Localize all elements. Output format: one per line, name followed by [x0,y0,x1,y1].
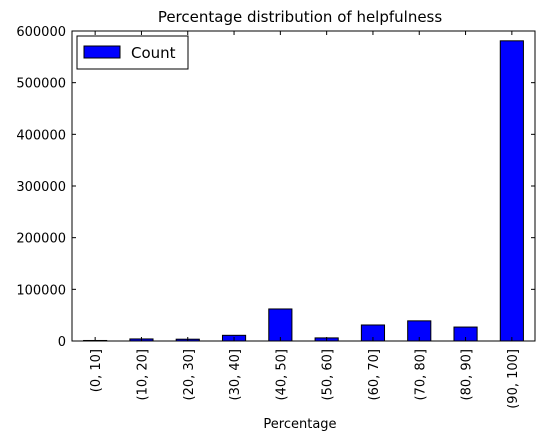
bars [83,40,524,342]
y-tick-label: 0 [58,335,66,350]
x-tick-label: (40, 50] [274,349,289,401]
x-tick-label: (60, 70] [367,349,382,401]
x-tick-label: (70, 80] [413,349,428,401]
x-tick-label: (20, 30] [182,349,197,401]
y-axis: 0 100000 200000 300000 400000 500000 600000 [16,25,535,350]
y-tick-label: 100000 [16,283,66,298]
x-axis-label: Percentage [263,417,336,432]
y-tick-label: 300000 [16,180,66,195]
legend-label: Count [131,44,176,62]
legend-swatch [83,45,121,59]
x-tick-label: (0, 10] [89,349,104,392]
bar [499,40,524,342]
x-tick-label: (80, 90] [460,349,475,401]
chart-title: Percentage distribution of helpfulness [158,8,443,26]
y-tick-label: 600000 [16,25,66,40]
x-tick-label: (10, 20] [135,349,150,401]
y-tick-label: 200000 [16,232,66,247]
x-tick-label: (30, 40] [228,349,243,401]
bar [268,308,293,342]
plot-frame [71,30,536,342]
x-tick-label: (90, 100] [506,349,521,409]
x-tick-label: (50, 60] [321,349,336,401]
legend: Count [76,35,189,70]
x-axis: (0, 10] (10, 20] (20, 30] (30, 40] (40, 50] (… [89,31,521,409]
y-tick-label: 500000 [16,77,66,92]
y-tick-label: 400000 [16,128,66,143]
